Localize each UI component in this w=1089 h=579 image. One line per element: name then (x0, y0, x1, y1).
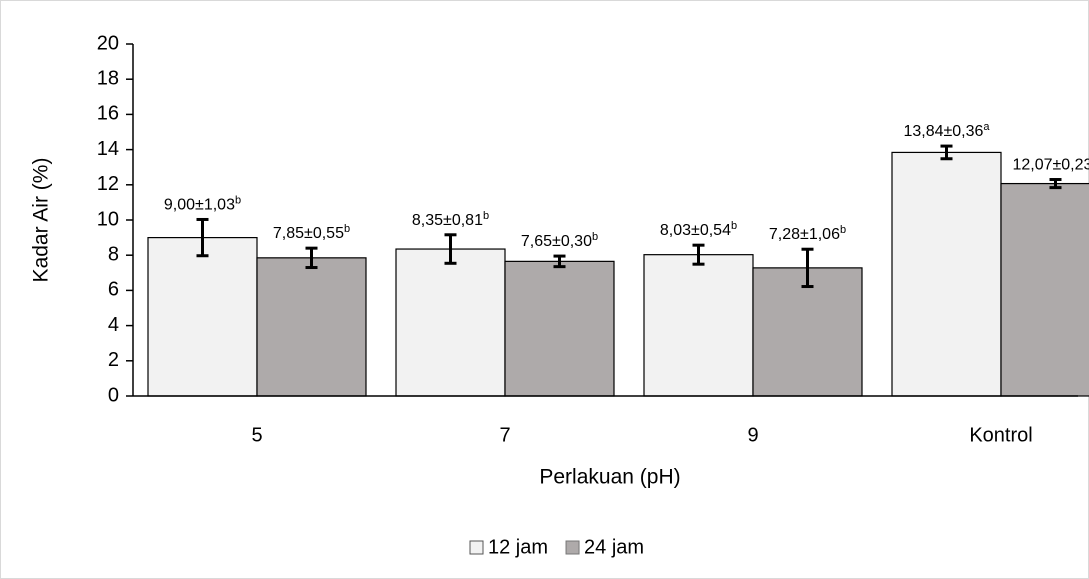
x-tick-label: Kontrol (969, 424, 1032, 446)
y-tick-label: 16 (97, 103, 119, 125)
data-label-letter: b (840, 224, 846, 236)
y-tick-label: 8 (108, 243, 119, 265)
legend-label: 12 jam (488, 536, 548, 558)
x-axis-label: Perlakuan (pH) (539, 466, 680, 489)
y-tick-label: 14 (97, 138, 119, 160)
y-tick-label: 2 (108, 349, 119, 371)
data-label: 7,28±1,06b (769, 224, 846, 243)
data-label-value: 9,00±1,03 (164, 197, 235, 214)
data-label-value: 7,65±0,30 (521, 233, 592, 250)
chart: Kadar Air (%) Perlakuan (pH) 0 2 4 6 8 10 12 14… (0, 0, 1089, 579)
data-label-letter: b (483, 210, 489, 222)
data-label-letter: b (731, 220, 737, 232)
y-tick-label: 10 (97, 208, 119, 230)
data-label-letter: b (344, 223, 350, 235)
data-label-letter: b (592, 231, 598, 243)
data-label-value: 13,84±0,36 (903, 123, 983, 140)
data-label: 12,07±0,23a (1012, 154, 1089, 173)
data-label-value: 7,28±1,06 (769, 226, 840, 243)
data-label-letter: b (235, 194, 241, 206)
bar (644, 255, 753, 396)
y-tick-label: 20 (97, 32, 119, 54)
bar (148, 238, 257, 396)
page: Kadar Air (%) Perlakuan (pH) 0 2 4 6 8 10 12 14… (0, 0, 1089, 579)
x-tick-label: 9 (747, 424, 758, 446)
data-label: 7,65±0,30b (521, 231, 598, 250)
bar (396, 249, 505, 396)
data-label: 8,03±0,54b (660, 220, 737, 239)
bar (1001, 184, 1089, 396)
data-label-value: 8,03±0,54 (660, 222, 731, 239)
data-label-letter: a (983, 121, 990, 133)
y-tick-label: 6 (108, 279, 119, 301)
y-tick-label: 0 (108, 384, 119, 406)
bar (892, 152, 1001, 396)
legend-swatch (470, 541, 483, 554)
data-label: 8,35±0,81b (412, 210, 489, 229)
data-label-value: 7,85±0,55 (273, 225, 344, 242)
y-axis-label: Kadar Air (%) (30, 158, 53, 283)
data-label-value: 8,35±0,81 (412, 212, 483, 229)
bar (505, 261, 614, 396)
y-tick-label: 4 (108, 314, 119, 336)
y-tick-label: 12 (97, 173, 119, 195)
legend-swatch (566, 541, 579, 554)
data-label: 9,00±1,03b (164, 194, 241, 213)
data-label: 13,84±0,36a (903, 121, 990, 140)
x-tick-label: 5 (251, 424, 262, 446)
y-tick-label: 18 (97, 67, 119, 89)
data-label-value: 12,07±0,23 (1012, 157, 1089, 174)
legend-label: 24 jam (584, 536, 644, 558)
bar (257, 258, 366, 396)
data-label: 7,85±0,55b (273, 223, 350, 242)
x-tick-label: 7 (499, 424, 510, 446)
